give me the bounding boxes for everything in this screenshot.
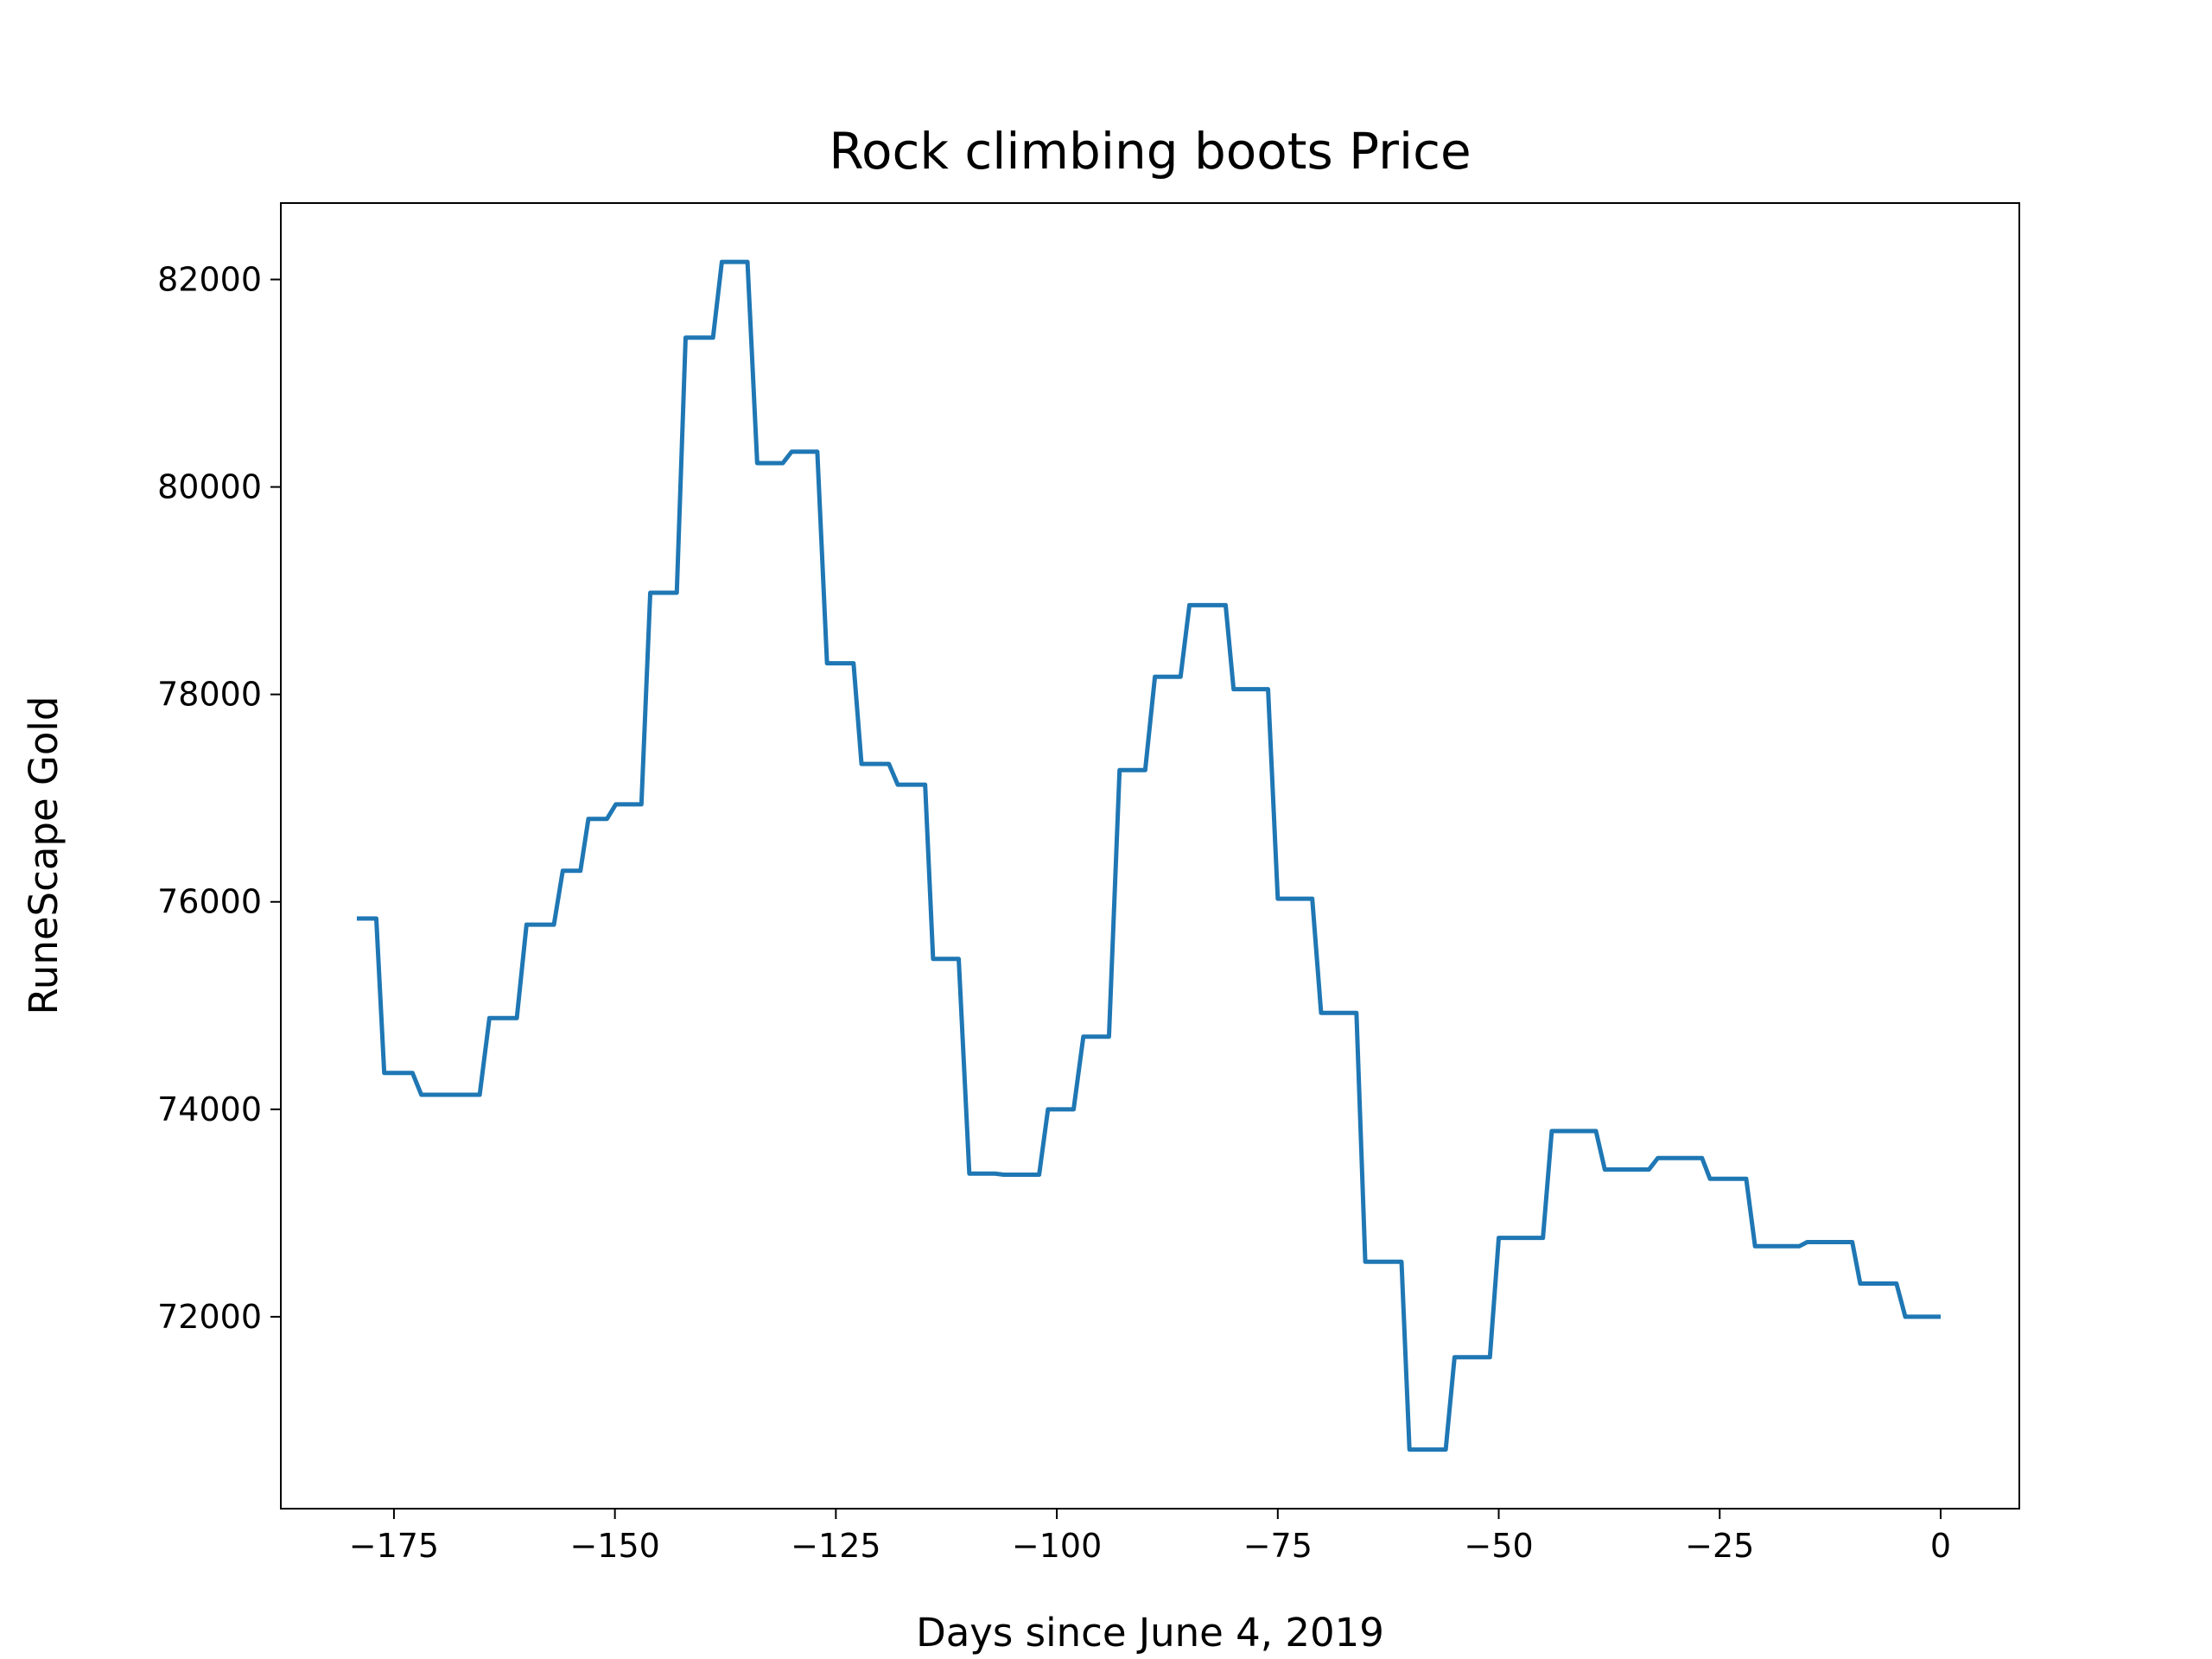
- y-tick-label: 74000: [157, 1090, 262, 1128]
- y-tick-label: 76000: [157, 883, 262, 921]
- y-axis-label: RuneScape Gold: [21, 696, 67, 1015]
- x-tick-label: −175: [349, 1527, 439, 1565]
- y-tick-label: 72000: [157, 1298, 262, 1336]
- chart-title: Rock climbing boots Price: [829, 122, 1471, 181]
- price-line: [356, 259, 1941, 1452]
- x-axis-label: Days since June 4, 2019: [916, 1610, 1384, 1656]
- x-tick-label: −150: [569, 1527, 659, 1565]
- y-tick-label: 78000: [157, 676, 262, 714]
- y-tick-label: 82000: [157, 260, 262, 298]
- plot-frame: [280, 202, 2020, 1510]
- x-tick-label: −75: [1243, 1527, 1313, 1565]
- x-tick-label: −100: [1012, 1527, 1102, 1565]
- x-tick-label: −25: [1685, 1527, 1754, 1565]
- x-tick-label: 0: [1930, 1527, 1951, 1565]
- y-tick-label: 80000: [157, 468, 262, 506]
- x-tick-label: −125: [791, 1527, 880, 1565]
- x-tick-label: −50: [1464, 1527, 1533, 1565]
